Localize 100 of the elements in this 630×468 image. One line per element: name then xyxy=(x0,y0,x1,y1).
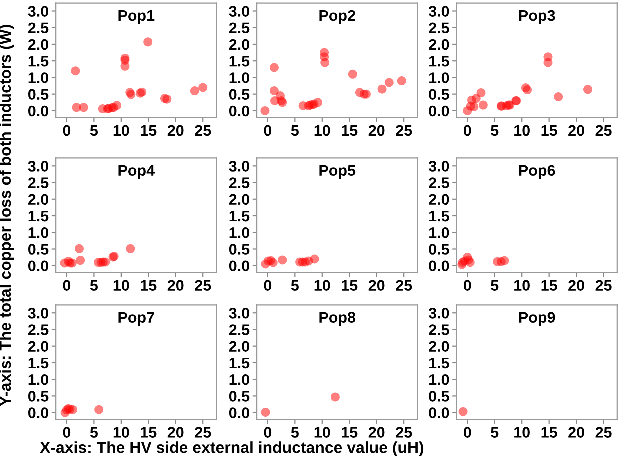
x-tick-label: 10 xyxy=(114,280,130,292)
y-tick-label: 1.5 xyxy=(430,358,450,369)
point xyxy=(112,101,122,110)
chart-title: Pop2 xyxy=(320,10,356,24)
y-tick-label: 1.0 xyxy=(230,374,250,386)
y-tick-label: 1.5 xyxy=(430,56,450,67)
y-tick-label: 3.0 xyxy=(428,161,450,172)
y-tick-label: 2.0 xyxy=(28,39,48,50)
chart-title: Pop7 xyxy=(118,312,154,326)
x-tick-label: 0 xyxy=(464,125,472,136)
x-tick-label: 20 xyxy=(568,125,584,136)
y-tick-label: 0.5 xyxy=(429,391,450,402)
x-tick-label: 15 xyxy=(141,125,157,136)
point xyxy=(500,256,510,266)
y-tick-label: 0.0 xyxy=(229,260,250,272)
point xyxy=(314,98,323,108)
x-tick-label: 10 xyxy=(114,427,130,438)
point xyxy=(198,83,208,92)
y-tick-label: 0.5 xyxy=(28,89,49,100)
y-tick-label: 0.5 xyxy=(229,89,250,100)
point xyxy=(76,256,86,266)
x-tick-label: 5 xyxy=(90,280,98,292)
x-tick-label: 5 xyxy=(291,125,299,136)
y-tick-label: 2.0 xyxy=(429,39,450,50)
point xyxy=(120,62,130,71)
y-tick-label: 1.0 xyxy=(28,228,48,238)
chart-title: Pop4 xyxy=(118,165,155,180)
y-tick-label: 3.0 xyxy=(229,308,250,319)
y-tick-label: 0.5 xyxy=(229,244,250,255)
y-tick-label: 3.0 xyxy=(28,161,48,172)
y-tick-label: 2.5 xyxy=(28,22,49,34)
chart-title: Pop3 xyxy=(519,10,556,24)
y-tick-label: 1.5 xyxy=(28,56,49,67)
x-tick-label: 5 xyxy=(491,280,499,292)
y-tick-label: 1.5 xyxy=(230,358,250,369)
x-tick-label: 25 xyxy=(396,125,412,136)
y-tick-label: 2.5 xyxy=(28,178,49,188)
y-tick-label: 0.5 xyxy=(229,391,250,402)
chart-title: Pop1 xyxy=(118,10,155,24)
x-tick-label: 25 xyxy=(396,427,412,438)
y-tick-label: 0.0 xyxy=(28,408,48,419)
y-tick-label: 0.5 xyxy=(429,244,450,255)
x-tick-label: 10 xyxy=(514,125,530,136)
x-tick-label: 20 xyxy=(568,280,584,292)
x-tick-label: 5 xyxy=(90,125,98,136)
point xyxy=(71,66,80,76)
point xyxy=(466,258,475,268)
point xyxy=(478,100,488,110)
point xyxy=(397,76,406,86)
point xyxy=(378,84,387,94)
x-tick-label: 0 xyxy=(264,125,272,136)
y-tick-label: 2.0 xyxy=(429,341,450,352)
y-tick-label: 3.0 xyxy=(428,308,450,319)
point xyxy=(270,86,279,96)
x-tick-label: 0 xyxy=(464,280,472,292)
x-tick-label: 25 xyxy=(195,125,212,136)
x-tick-label: 10 xyxy=(514,427,530,438)
chart-title: Pop6 xyxy=(519,165,556,180)
y-tick-label: 2.5 xyxy=(229,178,250,188)
y-tick-label: 0.0 xyxy=(28,106,48,117)
x-tick-label: 10 xyxy=(114,125,130,136)
y-tick-label: 0.0 xyxy=(229,408,250,419)
x-tick-label: 20 xyxy=(368,125,385,136)
x-tick-label: 25 xyxy=(396,280,412,292)
x-tick-label: 15 xyxy=(342,427,358,438)
point xyxy=(362,90,371,99)
y-tick-label: 3.0 xyxy=(428,6,450,17)
x-tick-label: 25 xyxy=(596,125,612,136)
point xyxy=(470,102,479,112)
y-tick-label: 1.5 xyxy=(28,358,49,369)
point xyxy=(270,63,279,72)
y-tick-label: 3.0 xyxy=(28,308,48,319)
y-tick-label: 1.5 xyxy=(430,211,450,222)
y-tick-label: 0.0 xyxy=(28,260,48,272)
x-tick-label: 15 xyxy=(342,125,358,136)
point xyxy=(472,94,481,104)
y-tick-label: 1.5 xyxy=(230,56,250,67)
point xyxy=(126,244,136,254)
y-tick-label: 1.0 xyxy=(28,72,48,84)
x-tick-label: 5 xyxy=(291,280,299,292)
x-tick-label: 0 xyxy=(63,125,71,136)
chart-title: Pop8 xyxy=(320,312,356,326)
x-tick-label: 20 xyxy=(368,427,385,438)
y-tick-label: 1.0 xyxy=(430,374,450,386)
point xyxy=(101,258,110,267)
y-tick-label: 1.0 xyxy=(28,374,48,386)
point xyxy=(320,58,330,68)
x-tick-label: 25 xyxy=(195,280,212,292)
y-tick-label: 0.5 xyxy=(28,244,49,255)
x-tick-label: 20 xyxy=(568,427,584,438)
y-tick-label: 2.5 xyxy=(229,22,250,34)
y-tick-label: 2.5 xyxy=(429,178,450,188)
y-tick-label: 2.0 xyxy=(229,341,250,352)
x-tick-label: 0 xyxy=(63,427,71,438)
x-tick-label: 0 xyxy=(264,280,272,292)
point xyxy=(554,92,564,102)
x-tick-label: 0 xyxy=(63,280,71,292)
x-tick-label: 0 xyxy=(464,427,472,438)
x-tick-label: 5 xyxy=(90,427,98,438)
point xyxy=(476,88,486,98)
